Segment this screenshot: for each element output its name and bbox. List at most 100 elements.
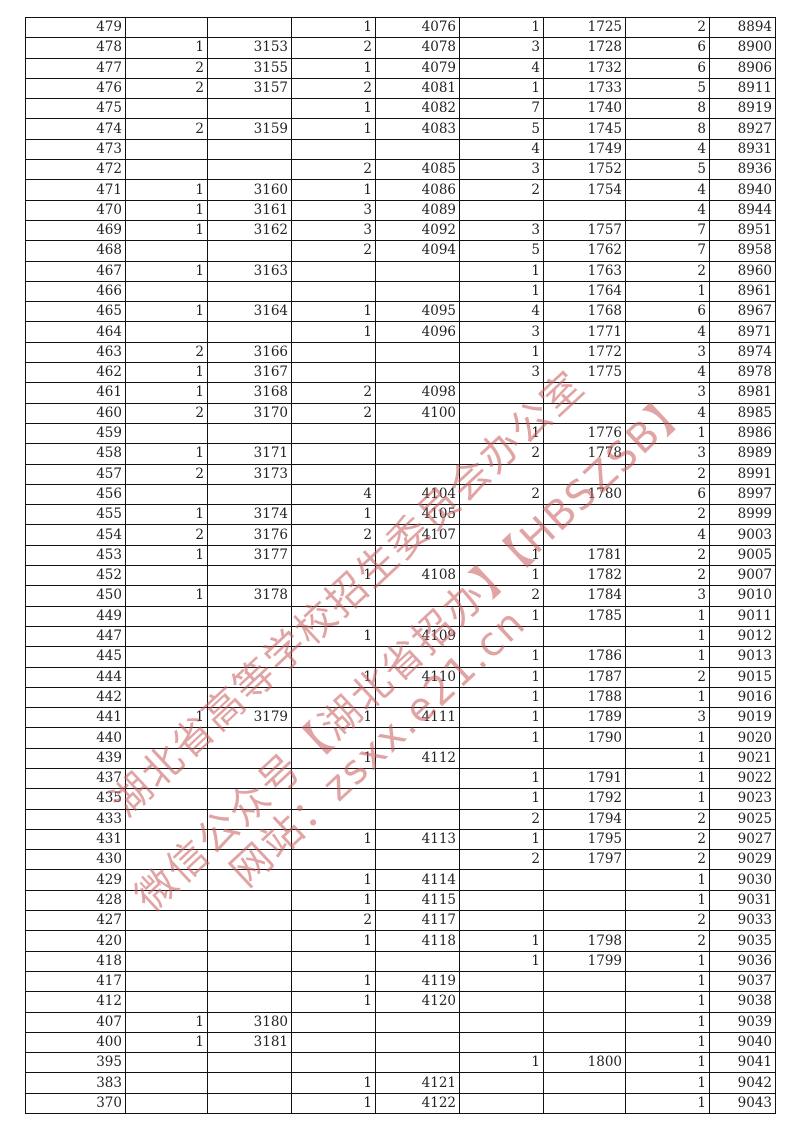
group3-cumulative-cell: 1795 bbox=[543, 828, 626, 851]
group2-cumulative-cell: 4107 bbox=[375, 524, 460, 546]
group3-cumulative-cell bbox=[543, 1011, 626, 1033]
group4-cumulative-cell: 9023 bbox=[709, 788, 776, 810]
table-row: 418 1 1799 1 9036 bbox=[25, 950, 776, 972]
group4-count-cell: 4 bbox=[625, 524, 710, 546]
group4-count-cell: 2 bbox=[625, 463, 710, 485]
group3-count-cell: 4 bbox=[459, 138, 544, 161]
group1-count-cell bbox=[125, 970, 208, 993]
score-cell: 435 bbox=[25, 788, 126, 810]
score-distribution-table: 479 1 4076 1 1725 2 8894 478 1 3153 2 4078 3 1728 6 890… bbox=[25, 16, 776, 1115]
group1-cumulative-cell: 3168 bbox=[207, 382, 292, 404]
group3-count-cell bbox=[459, 747, 544, 769]
group1-cumulative-cell bbox=[207, 849, 292, 871]
group1-cumulative-cell: 3176 bbox=[207, 524, 292, 546]
group1-count-cell bbox=[125, 1052, 208, 1074]
group4-count-cell: 1 bbox=[625, 970, 710, 993]
group2-count-cell: 3 bbox=[291, 199, 376, 221]
group1-cumulative-cell bbox=[207, 970, 292, 993]
group1-count-cell bbox=[125, 240, 208, 262]
group1-count-cell: 2 bbox=[125, 402, 208, 424]
group2-cumulative-cell: 4110 bbox=[375, 666, 460, 688]
group2-cumulative-cell bbox=[375, 950, 460, 972]
group4-count-cell: 4 bbox=[625, 321, 710, 343]
group3-cumulative-cell: 1790 bbox=[543, 727, 626, 749]
table-row: 458 1 3171 2 1778 3 8989 bbox=[25, 443, 776, 465]
group1-count-cell: 1 bbox=[125, 585, 208, 607]
group1-count-cell: 2 bbox=[125, 118, 208, 140]
group4-count-cell: 6 bbox=[625, 483, 710, 506]
group2-count-cell: 1 bbox=[291, 930, 376, 952]
group4-cumulative-cell: 9031 bbox=[709, 889, 776, 912]
group3-cumulative-cell: 1791 bbox=[543, 767, 626, 790]
table-row: 441 1 3179 1 4111 1 1789 3 9019 bbox=[25, 707, 776, 729]
group3-count-cell: 3 bbox=[459, 37, 544, 59]
group3-count-cell: 1 bbox=[459, 77, 544, 100]
group4-cumulative-cell: 9013 bbox=[709, 646, 776, 668]
score-cell: 441 bbox=[25, 707, 126, 729]
group4-cumulative-cell: 8940 bbox=[709, 179, 776, 201]
group4-cumulative-cell: 8919 bbox=[709, 98, 776, 120]
group3-cumulative-cell: 1764 bbox=[543, 280, 626, 303]
score-cell: 395 bbox=[25, 1052, 126, 1074]
score-cell: 370 bbox=[25, 1092, 126, 1115]
table-row: 466 1 1764 1 8961 bbox=[25, 280, 776, 303]
group1-cumulative-cell bbox=[207, 605, 292, 627]
group4-cumulative-cell: 8999 bbox=[709, 504, 776, 526]
group1-cumulative-cell bbox=[207, 828, 292, 851]
group4-cumulative-cell: 9035 bbox=[709, 930, 776, 952]
group4-cumulative-cell: 9027 bbox=[709, 828, 776, 851]
group4-count-cell: 5 bbox=[625, 77, 710, 100]
group1-cumulative-cell bbox=[207, 991, 292, 1013]
group1-count-cell bbox=[125, 646, 208, 668]
score-cell: 430 bbox=[25, 849, 126, 871]
group4-count-cell: 2 bbox=[625, 930, 710, 952]
group3-cumulative-cell: 1787 bbox=[543, 666, 626, 688]
table-row: 456 4 4104 2 1780 6 8997 bbox=[25, 483, 776, 506]
group3-count-cell: 1 bbox=[459, 605, 544, 627]
group4-count-cell: 4 bbox=[625, 402, 710, 424]
group4-count-cell: 7 bbox=[625, 219, 710, 242]
group4-count-cell: 1 bbox=[625, 991, 710, 1013]
group4-cumulative-cell: 9037 bbox=[709, 970, 776, 993]
group4-count-cell: 6 bbox=[625, 301, 710, 323]
group1-cumulative-cell bbox=[207, 1072, 292, 1094]
score-cell: 460 bbox=[25, 402, 126, 424]
score-cell: 457 bbox=[25, 463, 126, 485]
table-row: 474 2 3159 1 4083 5 1745 8 8927 bbox=[25, 118, 776, 140]
group3-count-cell: 3 bbox=[459, 219, 544, 242]
group1-cumulative-cell bbox=[207, 159, 292, 181]
group1-cumulative-cell: 3178 bbox=[207, 585, 292, 607]
group3-count-cell: 2 bbox=[459, 808, 544, 830]
group1-count-cell bbox=[125, 991, 208, 1013]
table-row: 427 2 4117 2 9033 bbox=[25, 910, 776, 932]
group4-count-cell: 1 bbox=[625, 280, 710, 303]
group1-cumulative-cell: 3160 bbox=[207, 179, 292, 201]
score-cell: 476 bbox=[25, 77, 126, 100]
group1-count-cell bbox=[125, 767, 208, 790]
group4-cumulative-cell: 8900 bbox=[709, 37, 776, 59]
score-cell: 417 bbox=[25, 970, 126, 993]
group3-cumulative-cell bbox=[543, 1031, 626, 1054]
table-row: 455 1 3174 1 4105 2 8999 bbox=[25, 504, 776, 526]
group1-cumulative-cell bbox=[207, 646, 292, 668]
group3-count-cell: 1 bbox=[459, 727, 544, 749]
group1-count-cell bbox=[125, 280, 208, 303]
table-row: 452 1 4108 1 1782 2 9007 bbox=[25, 565, 776, 587]
group3-count-cell bbox=[459, 199, 544, 221]
group2-cumulative-cell: 4122 bbox=[375, 1092, 460, 1115]
group3-cumulative-cell: 1778 bbox=[543, 443, 626, 465]
group1-cumulative-cell: 3161 bbox=[207, 199, 292, 221]
group3-count-cell: 4 bbox=[459, 57, 544, 79]
group1-cumulative-cell: 3153 bbox=[207, 37, 292, 59]
score-cell: 466 bbox=[25, 280, 126, 303]
group2-cumulative-cell bbox=[375, 138, 460, 161]
group1-count-cell: 2 bbox=[125, 463, 208, 485]
group3-cumulative-cell: 1754 bbox=[543, 179, 626, 201]
table-row: 442 1 1788 1 9016 bbox=[25, 686, 776, 709]
group3-cumulative-cell: 1785 bbox=[543, 605, 626, 627]
table-row: 428 1 4115 1 9031 bbox=[25, 889, 776, 912]
group2-count-cell: 1 bbox=[291, 707, 376, 729]
group4-cumulative-cell: 8906 bbox=[709, 57, 776, 79]
group4-cumulative-cell: 8894 bbox=[709, 16, 776, 39]
group3-cumulative-cell bbox=[543, 199, 626, 221]
